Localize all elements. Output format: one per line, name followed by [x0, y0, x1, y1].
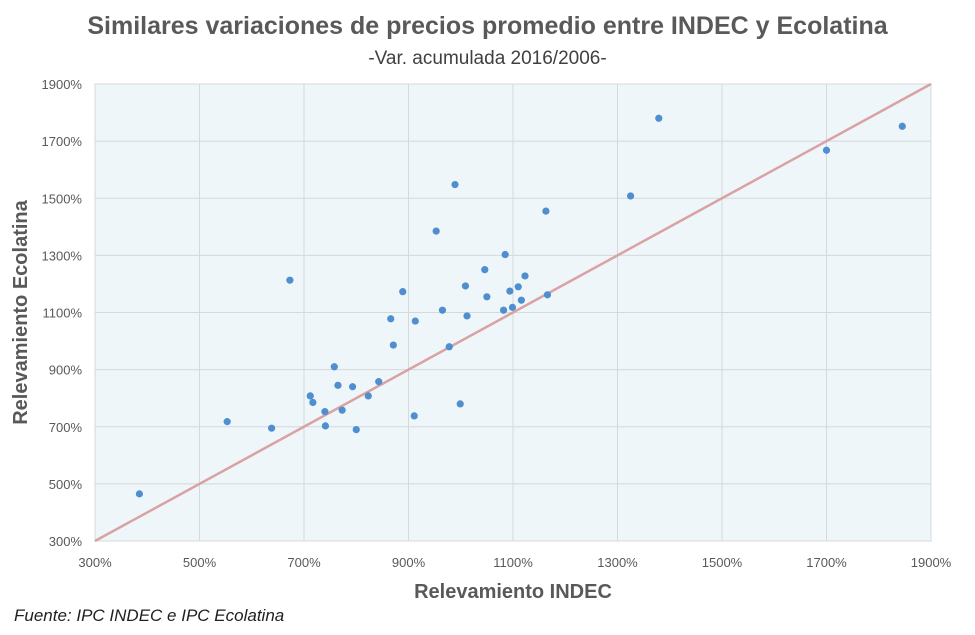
data-point: [364, 392, 372, 400]
data-point: [822, 146, 831, 154]
data-point: [626, 192, 635, 200]
data-point: [508, 303, 517, 311]
data-point: [898, 122, 906, 130]
data-point: [517, 296, 525, 304]
data-point: [514, 283, 522, 291]
data-point: [501, 250, 509, 259]
data-point: [481, 266, 489, 274]
data-point: [456, 400, 464, 408]
x-tick-label: 900%: [392, 555, 426, 570]
y-tick-label: 700%: [49, 420, 83, 435]
data-point: [389, 341, 397, 349]
reference-line: [94, 82, 932, 543]
x-tick-label: 700%: [287, 555, 321, 570]
x-axis-title: Relevamiento INDEC: [414, 581, 612, 603]
data-point: [432, 227, 440, 235]
data-point: [309, 398, 317, 407]
data-point: [521, 272, 529, 280]
x-tick-label: 1100%: [493, 555, 533, 570]
y-tick-label: 900%: [49, 363, 83, 378]
data-point: [506, 287, 514, 295]
x-tick-label: 1500%: [702, 555, 743, 570]
source-note: Fuente: IPC INDEC e IPC Ecolatina: [14, 606, 285, 625]
data-point: [451, 180, 459, 189]
y-axis-title: Relevamiento Ecolatina: [10, 199, 32, 424]
y-axis-ticks: 300% 500% 700% 900% 1100% 1300% 1500% 1700% 1900…: [42, 77, 83, 549]
data-point: [268, 424, 276, 432]
data-point: [463, 312, 471, 320]
data-points: [135, 114, 906, 498]
data-point: [655, 114, 663, 122]
y-tick-label: 500%: [49, 477, 83, 492]
data-point: [334, 381, 342, 389]
data-point: [399, 288, 407, 296]
y-tick-label: 1900%: [42, 77, 83, 92]
data-point: [338, 406, 346, 414]
y-tick-label: 1300%: [42, 248, 83, 263]
data-point: [352, 426, 360, 434]
data-point: [286, 276, 294, 284]
data-point: [543, 291, 552, 299]
data-point: [438, 306, 447, 314]
data-point: [223, 418, 231, 426]
data-point: [499, 306, 508, 314]
data-point: [135, 490, 144, 498]
data-point: [306, 392, 314, 400]
data-point: [445, 343, 453, 351]
y-tick-label: 1500%: [42, 191, 83, 206]
data-point: [330, 363, 338, 371]
y-tick-label: 1700%: [42, 134, 83, 149]
data-point: [321, 422, 330, 430]
x-tick-label: 1700%: [806, 555, 847, 570]
x-tick-label: 300%: [78, 555, 112, 570]
data-point: [542, 207, 550, 215]
x-axis-ticks: 300% 500% 700% 900% 1100% 1300% 1500% 1700% 1900…: [78, 555, 951, 570]
data-point: [387, 315, 395, 323]
chart-title: Similares variaciones de precios promedi…: [87, 12, 888, 40]
x-tick-label: 1300%: [597, 555, 638, 570]
chart-subtitle: -Var. acumulada 2016/2006-: [368, 48, 607, 69]
data-point: [411, 317, 419, 325]
x-tick-label: 500%: [183, 555, 217, 570]
data-point: [410, 412, 418, 420]
data-point: [321, 408, 329, 416]
data-point: [483, 293, 491, 301]
data-point: [461, 282, 470, 290]
x-tick-label: 1900%: [911, 555, 952, 570]
data-point: [348, 383, 357, 391]
y-tick-label: 1100%: [42, 306, 82, 321]
y-tick-label: 300%: [49, 534, 83, 549]
data-point: [375, 378, 383, 386]
